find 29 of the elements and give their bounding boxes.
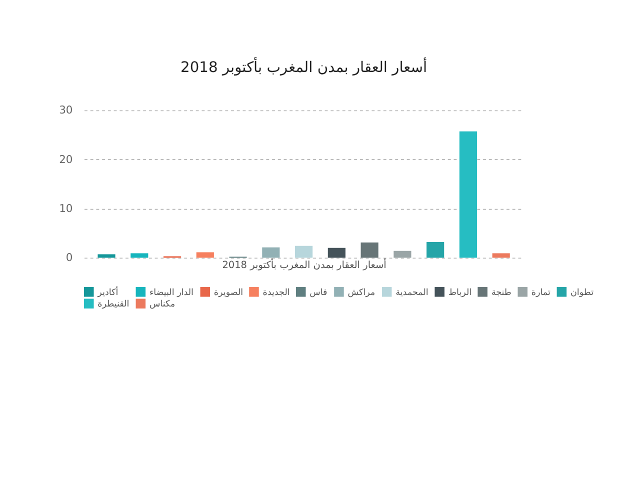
legend-label: طنجة	[491, 288, 512, 298]
legend-label: المحمدية	[396, 288, 428, 298]
x-axis-title: أسعار العقار بمدن المغرب بأكتوبر 2018	[222, 256, 387, 271]
legend-label: الرباط	[448, 288, 472, 298]
legend-label: تطوان	[570, 288, 594, 298]
y-tick-label: 0	[66, 251, 73, 264]
legend-label: تمارة	[531, 288, 551, 298]
bar	[459, 131, 477, 258]
legend-label: الصويرة	[214, 288, 244, 298]
chart-title: أسعار العقار بمدن المغرب بأكتوبر 2018	[180, 56, 428, 76]
bar	[196, 252, 214, 258]
legend-label: أكادير	[96, 286, 118, 298]
legend-label: مراكش	[348, 288, 376, 298]
legend-label: القنيطرة	[98, 300, 130, 310]
legend-label: فاس	[310, 288, 328, 298]
y-tick-label: 30	[59, 104, 73, 117]
bar	[130, 253, 148, 258]
bar	[492, 253, 510, 258]
bar	[394, 250, 412, 258]
legend-label: الجديدة	[262, 288, 290, 298]
bar	[295, 246, 313, 258]
legend-label: مكناس	[149, 300, 176, 310]
bar	[328, 248, 346, 258]
bar	[262, 247, 280, 258]
y-tick-label: 20	[59, 152, 73, 166]
y-tick-label: 10	[59, 202, 73, 215]
bar	[426, 242, 444, 258]
bar	[360, 242, 378, 258]
legend-label: الدار البيضاء	[149, 288, 194, 298]
